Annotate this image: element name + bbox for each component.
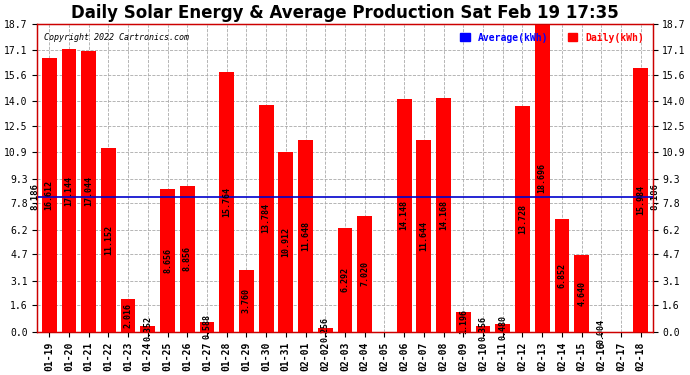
Text: 17.044: 17.044 (84, 176, 93, 206)
Bar (121, 298, 135, 332)
Text: 11.648: 11.648 (301, 221, 310, 251)
Text: 7.020: 7.020 (360, 261, 369, 286)
Bar (535, 24, 549, 332)
Text: 0.588: 0.588 (202, 314, 211, 339)
Bar (141, 326, 155, 332)
Bar (259, 105, 273, 332)
Text: 16.612: 16.612 (45, 180, 54, 210)
Bar (180, 186, 195, 332)
Text: 17.144: 17.144 (64, 176, 73, 206)
Text: 10.912: 10.912 (282, 227, 290, 257)
Text: Copyright 2022 Cartronics.com: Copyright 2022 Cartronics.com (43, 33, 188, 42)
Text: 14.168: 14.168 (439, 200, 448, 230)
Text: 1.196: 1.196 (459, 309, 468, 334)
Text: 8.186: 8.186 (30, 183, 39, 210)
Text: 6.292: 6.292 (340, 267, 350, 292)
Text: 11.644: 11.644 (420, 221, 428, 251)
Text: 14.148: 14.148 (400, 200, 408, 230)
Text: 13.728: 13.728 (518, 204, 527, 234)
Text: 6.852: 6.852 (558, 263, 566, 288)
Bar (219, 72, 234, 332)
Bar (101, 148, 116, 332)
Bar (61, 50, 77, 332)
Bar (633, 69, 648, 332)
Text: 15.764: 15.764 (222, 187, 231, 217)
Bar (357, 216, 372, 332)
Bar (475, 326, 491, 332)
Bar (555, 219, 569, 332)
Bar (318, 327, 333, 332)
Text: 0.480: 0.480 (498, 315, 507, 340)
Bar (337, 228, 353, 332)
Bar (199, 322, 215, 332)
Text: 18.696: 18.696 (538, 163, 546, 193)
Text: 15.984: 15.984 (636, 185, 645, 215)
Bar (298, 140, 313, 332)
Text: 0.352: 0.352 (144, 316, 152, 341)
Bar (397, 99, 411, 332)
Bar (574, 255, 589, 332)
Bar (417, 140, 431, 332)
Legend: Average(kWh), Daily(kWh): Average(kWh), Daily(kWh) (456, 28, 648, 46)
Text: 13.784: 13.784 (262, 203, 270, 233)
Text: 8.186: 8.186 (651, 183, 660, 210)
Text: 0.004: 0.004 (597, 319, 606, 344)
Bar (160, 189, 175, 332)
Bar (495, 324, 510, 332)
Bar (279, 152, 293, 332)
Text: 11.152: 11.152 (104, 225, 113, 255)
Text: 8.856: 8.856 (183, 246, 192, 271)
Bar (436, 98, 451, 332)
Bar (515, 106, 530, 332)
Bar (239, 270, 254, 332)
Bar (456, 312, 471, 332)
Text: 2.016: 2.016 (124, 303, 132, 328)
Text: 8.656: 8.656 (163, 248, 172, 273)
Text: 0.356: 0.356 (479, 316, 488, 341)
Text: 3.760: 3.760 (242, 288, 251, 313)
Bar (81, 51, 96, 332)
Text: 4.640: 4.640 (577, 281, 586, 306)
Bar (42, 58, 57, 332)
Title: Daily Solar Energy & Average Production Sat Feb 19 17:35: Daily Solar Energy & Average Production … (71, 4, 619, 22)
Text: 0.256: 0.256 (321, 317, 330, 342)
